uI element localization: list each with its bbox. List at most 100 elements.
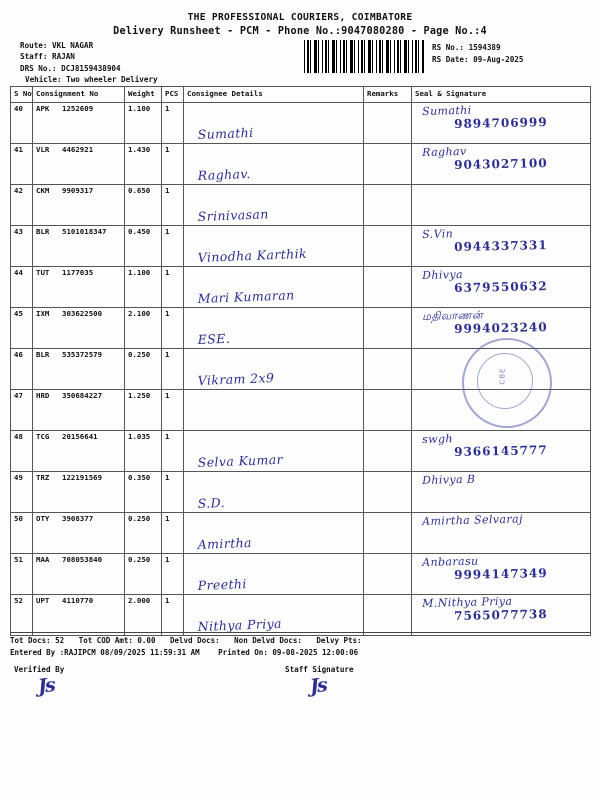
staff-label: Staff: RAJAN: [20, 52, 75, 62]
staff-signature-label: Staff Signature: [285, 665, 354, 674]
consignee-handwriting: Mari Kumaran: [197, 287, 295, 306]
cell-remarks: [363, 184, 412, 226]
signature-handwriting: Dhivya: [422, 267, 464, 282]
cell-sno: 45: [10, 307, 33, 349]
cell-remarks: [363, 348, 412, 390]
consignment-number: 535372579: [62, 350, 103, 359]
non-delvd-docs: Non Delvd Docs:: [234, 636, 302, 645]
signature-handwriting: S.Vin: [422, 227, 454, 241]
consignment-prefix: BLR: [36, 227, 50, 236]
cell-remarks: [363, 512, 412, 554]
signature-handwriting: Amirtha Selvaraj: [422, 512, 523, 528]
cell-seal-signature: M.Nithya Priya 7565077738: [411, 594, 591, 636]
totals-line: Tot Docs: 52 Tot COD Amt: 0.00 Delvd Doc…: [10, 635, 590, 647]
cell-consignment-no: MAA 708053840: [32, 553, 125, 595]
cell-weight: 2.100: [124, 307, 162, 349]
barcode: [304, 40, 424, 76]
column-header-sno: S No: [10, 86, 33, 103]
consignee-handwriting: Vinodha Karthik: [197, 245, 308, 265]
cell-weight: 0.450: [124, 225, 162, 267]
consignment-prefix: VLR: [36, 145, 50, 154]
cell-seal-signature: [411, 184, 591, 226]
cell-sno: 43: [10, 225, 33, 267]
cell-consignment-no: CKM 9909317: [32, 184, 125, 226]
cell-pcs: 1: [161, 307, 184, 349]
table-row: 42 CKM 9909317 0.650 1 Srinivasan: [10, 184, 591, 226]
table-row: 40 APK 1252609 1.100 1 Sumathi Sumathi 98947069…: [10, 102, 591, 144]
consignment-prefix: OTY: [36, 514, 50, 523]
cell-pcs: 1: [161, 348, 184, 390]
barcode-image: [304, 40, 424, 73]
cell-consignee-details: Vikram 2x9: [183, 348, 364, 390]
cell-seal-signature: [411, 389, 591, 431]
signature-phone-number: 0944337331: [454, 238, 548, 254]
cell-pcs: 1: [161, 389, 184, 431]
cell-weight: 1.100: [124, 102, 162, 144]
route-label: Route: VKL NAGAR: [20, 41, 94, 50]
cell-pcs: 1: [161, 143, 184, 185]
verified-by-signature: Js: [36, 674, 55, 698]
cell-weight: 0.250: [124, 348, 162, 390]
header-meta-left: Route: VKL NAGAR Staff: RAJAN DRS No.: D…: [20, 40, 158, 86]
cell-pcs: 1: [161, 594, 184, 636]
consignment-prefix: TRZ: [36, 473, 50, 482]
cell-pcs: 1: [161, 225, 184, 267]
cell-remarks: [363, 102, 412, 144]
delvy-pts: Delvy Pts:: [316, 636, 362, 645]
column-header-remarks: Remarks: [363, 86, 412, 103]
consignment-prefix: CKM: [36, 186, 50, 195]
table-row: 52 UPT 4110770 2.000 1 Nithya Priya M.Nithya P…: [10, 594, 591, 636]
cell-remarks: [363, 389, 412, 431]
signature-phone-number: 9366145777: [454, 443, 548, 459]
cell-sno: 44: [10, 266, 33, 308]
cell-consignment-no: TRZ 122191569: [32, 471, 125, 513]
cell-consignment-no: HRD 350684227: [32, 389, 125, 431]
cell-consignee-details: Vinodha Karthik: [183, 225, 364, 267]
column-header-pcs: PCS: [161, 86, 184, 103]
cell-sno: 49: [10, 471, 33, 513]
cell-consignment-no: OTY 3908377: [32, 512, 125, 554]
cell-seal-signature: Raghav 9043027100: [411, 143, 591, 185]
cell-remarks: [363, 471, 412, 513]
consignee-handwriting: Raghav.: [197, 165, 251, 183]
consignment-number: 303622500: [62, 309, 103, 318]
consignment-number: 4462921: [62, 145, 94, 154]
cell-pcs: 1: [161, 553, 184, 595]
cell-pcs: 1: [161, 184, 184, 226]
cell-remarks: [363, 307, 412, 349]
consignee-handwriting: Amirtha: [197, 534, 253, 552]
cell-consignment-no: BLR 5101018347: [32, 225, 125, 267]
table-row: 41 VLR 4462921 1.430 1 Raghav. Raghav 904302710…: [10, 143, 591, 185]
cell-seal-signature: Dhivya 6379550632: [411, 266, 591, 308]
vehicle-label: Vehicle: Two wheeler Delivery: [25, 75, 158, 85]
consignment-prefix: IXM: [36, 309, 50, 318]
column-header-seal-signature: Seal & Signature: [411, 86, 591, 103]
cell-seal-signature: மதிவாணன் 9994023240: [411, 307, 591, 349]
cell-weight: 1.250: [124, 389, 162, 431]
drs-no-label: DRS No.: DCJ8159438904: [20, 63, 121, 73]
cell-weight: 1.100: [124, 266, 162, 308]
consignment-prefix: TCG: [36, 432, 50, 441]
cell-consignment-no: APK 1252609: [32, 102, 125, 144]
cell-remarks: [363, 553, 412, 595]
cell-weight: 2.000: [124, 594, 162, 636]
signature-phone-number: 9043027100: [454, 156, 548, 172]
cell-consignment-no: BLR 535372579: [32, 348, 125, 390]
document-header: THE PROFESSIONAL COURIERS, COIMBATORE De…: [0, 0, 600, 88]
consignee-handwriting: S.D.: [197, 494, 226, 511]
header-meta-right: RS No.: 1594389 RS Date: 09-Aug-2025: [432, 42, 523, 66]
staff-signature-mark: Js: [308, 674, 327, 698]
consignee-handwriting: ESE.: [197, 330, 231, 347]
consignment-number: 5101018347: [62, 227, 107, 236]
table-row: 47 HRD 350684227 1.250 1: [10, 389, 591, 431]
cell-consignment-no: UPT 4110770: [32, 594, 125, 636]
consignment-number: 708053840: [62, 555, 103, 564]
signature-handwriting: swgh: [422, 432, 454, 446]
consignment-prefix: HRD: [36, 391, 50, 400]
consignment-number: 1177035: [62, 268, 94, 277]
cell-remarks: [363, 266, 412, 308]
cell-consignment-no: TUT 1177035: [32, 266, 125, 308]
cell-sno: 47: [10, 389, 33, 431]
cell-remarks: [363, 594, 412, 636]
